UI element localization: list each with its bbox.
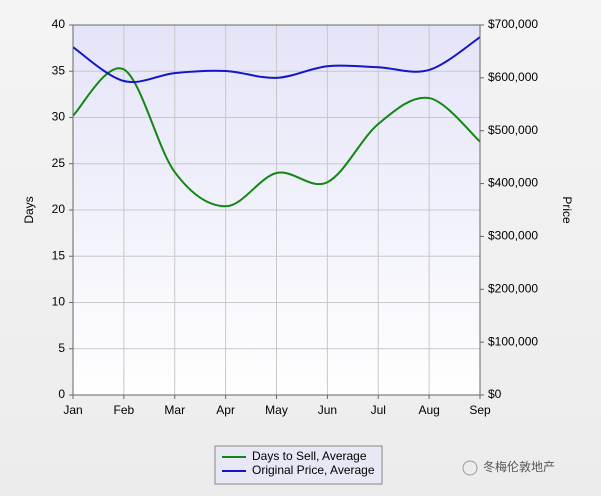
y-tick-label: 20: [52, 202, 66, 216]
x-tick-label: Aug: [418, 403, 439, 417]
y2-axis-label: Price: [560, 196, 574, 224]
y2-tick-label: $0: [488, 387, 502, 401]
x-tick-label: Apr: [216, 403, 235, 417]
y-tick-label: 40: [52, 17, 66, 31]
y-tick-label: 15: [52, 248, 66, 262]
x-tick-label: Jan: [63, 403, 82, 417]
y2-tick-label: $500,000: [488, 123, 538, 137]
y-tick-label: 5: [58, 341, 65, 355]
x-tick-label: May: [265, 403, 288, 417]
y-tick-label: 10: [52, 295, 66, 309]
series-line: [72, 67, 481, 208]
watermark: 冬梅伦敦地产: [483, 459, 555, 474]
x-tick-label: Sep: [469, 403, 491, 417]
y2-tick-label: $600,000: [488, 70, 538, 84]
legend-label: Original Price, Average: [252, 463, 375, 477]
legend-label: Days to Sell, Average: [252, 449, 367, 463]
watermark-icon: [462, 460, 478, 476]
y2-tick-label: $700,000: [488, 17, 538, 31]
legend: [214, 445, 383, 485]
x-tick-label: Jun: [318, 403, 337, 417]
y-tick-label: 30: [52, 110, 66, 124]
y2-tick-label: $300,000: [488, 229, 538, 243]
plot-border: [72, 24, 481, 396]
y-tick-label: 0: [58, 387, 65, 401]
y2-tick-label: $200,000: [488, 281, 538, 295]
x-tick-label: Mar: [164, 403, 185, 417]
y-tick-label: 35: [52, 63, 66, 77]
series-line: [72, 36, 481, 83]
x-tick-label: Jul: [371, 403, 386, 417]
x-tick-label: Feb: [114, 403, 135, 417]
y-tick-label: 25: [52, 156, 66, 170]
y2-tick-label: $400,000: [488, 176, 538, 190]
y2-tick-label: $100,000: [488, 334, 538, 348]
y-axis-label: Days: [22, 196, 36, 223]
